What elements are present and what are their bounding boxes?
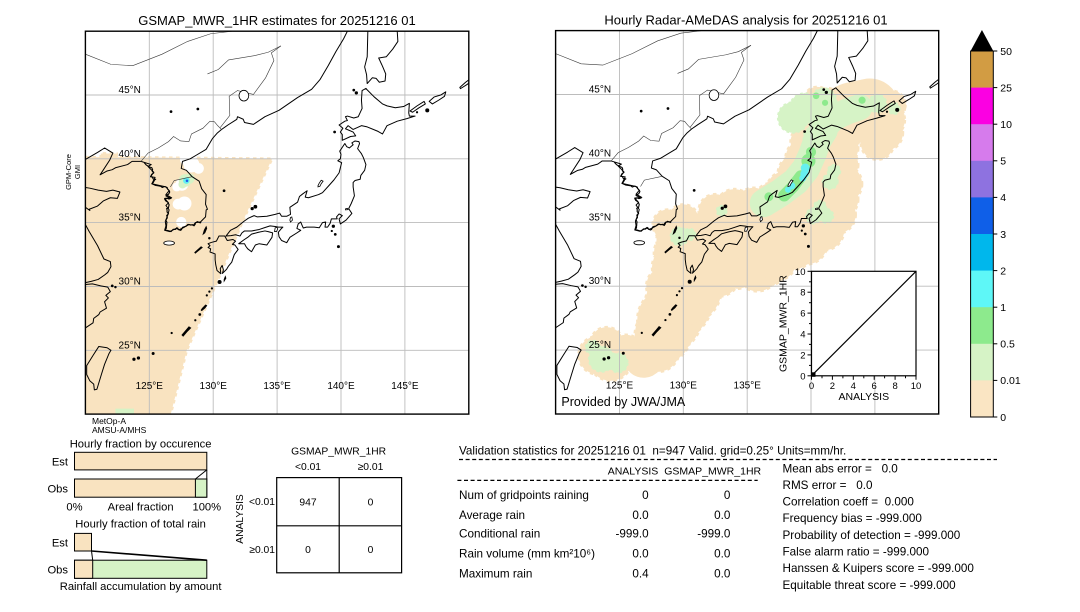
- svg-text:Maximum rain: Maximum rain: [459, 567, 532, 580]
- svg-text:GSMAP_MWR_1HR: GSMAP_MWR_1HR: [778, 275, 790, 372]
- svg-text:135°E: 135°E: [263, 381, 291, 392]
- svg-text:ANALYSIS: ANALYSIS: [839, 391, 890, 403]
- svg-text:-999.0: -999.0: [615, 528, 649, 541]
- svg-text:25: 25: [1000, 82, 1012, 94]
- svg-text:GSMAP_MWR_1HR: GSMAP_MWR_1HR: [291, 447, 386, 458]
- svg-text:1: 1: [1000, 302, 1006, 314]
- svg-text:Est: Est: [52, 457, 69, 469]
- svg-text:Average rain: Average rain: [459, 509, 525, 522]
- svg-text:0.01: 0.01: [1000, 375, 1021, 387]
- svg-text:130°E: 130°E: [200, 381, 228, 392]
- svg-text:Est: Est: [52, 538, 69, 550]
- svg-text:AMSU-A/MHS: AMSU-A/MHS: [92, 425, 147, 435]
- svg-text:4: 4: [800, 330, 805, 341]
- svg-text:0.0: 0.0: [714, 567, 731, 580]
- svg-text:False alarm ratio = -999.000: False alarm ratio = -999.000: [783, 546, 930, 559]
- svg-text:<0.01: <0.01: [249, 497, 275, 508]
- svg-text:Obs: Obs: [47, 483, 68, 495]
- svg-text:145°E: 145°E: [391, 381, 419, 392]
- svg-text:Hourly fraction of total rain: Hourly fraction of total rain: [75, 519, 206, 531]
- svg-text:40°N: 40°N: [119, 149, 141, 160]
- svg-text:8: 8: [892, 381, 897, 392]
- svg-text:ANALYSIS: ANALYSIS: [608, 466, 659, 478]
- svg-text:Frequency bias = -999.000: Frequency bias = -999.000: [783, 512, 923, 525]
- svg-text:Hanssen & Kuipers score = -999: Hanssen & Kuipers score = -999.000: [783, 562, 975, 575]
- svg-text:Rain volume (mm km²10⁶): Rain volume (mm km²10⁶): [459, 547, 595, 560]
- svg-text:4: 4: [851, 381, 856, 392]
- svg-text:40°N: 40°N: [589, 148, 611, 159]
- svg-text:0: 0: [800, 371, 805, 382]
- svg-text:2: 2: [800, 350, 805, 361]
- svg-text:947: 947: [299, 498, 316, 509]
- svg-text:Equitable threat score = -999.: Equitable threat score = -999.000: [783, 579, 957, 592]
- svg-text:Hourly fraction by occurence: Hourly fraction by occurence: [70, 439, 212, 451]
- svg-text:125°E: 125°E: [136, 381, 164, 392]
- svg-text:Probability of detection = -99: Probability of detection = -999.000: [783, 529, 961, 542]
- svg-text:0%: 0%: [66, 502, 82, 514]
- svg-text:Rainfall accumulation by amoun: Rainfall accumulation by amount: [60, 581, 223, 593]
- svg-text:10: 10: [911, 381, 922, 392]
- svg-text:GSMAP_MWR_1HR estimates for 20: GSMAP_MWR_1HR estimates for 20251216 01: [138, 13, 415, 28]
- svg-text:0.4: 0.4: [632, 567, 649, 580]
- svg-text:35°N: 35°N: [589, 212, 611, 223]
- svg-text:0: 0: [642, 489, 649, 502]
- svg-text:6: 6: [800, 309, 805, 320]
- svg-text:0: 0: [1000, 412, 1006, 424]
- svg-text:0.0: 0.0: [714, 509, 731, 522]
- svg-text:Obs: Obs: [47, 565, 68, 577]
- svg-text:<0.01: <0.01: [295, 462, 321, 473]
- svg-text:RMS error = 0.0: RMS error = 0.0: [783, 479, 873, 492]
- svg-text:10: 10: [1000, 119, 1012, 131]
- svg-text:10: 10: [795, 267, 806, 278]
- svg-text:140°E: 140°E: [327, 381, 355, 392]
- svg-text:25°N: 25°N: [119, 340, 141, 351]
- svg-text:Mean abs error = 0.0: Mean abs error = 0.0: [783, 462, 899, 475]
- svg-text:GSMAP_MWR_1HR: GSMAP_MWR_1HR: [664, 466, 761, 478]
- svg-text:Areal fraction: Areal fraction: [108, 502, 174, 514]
- svg-text:ANALYSIS: ANALYSIS: [235, 494, 246, 544]
- svg-text:MetOp-A: MetOp-A: [92, 416, 126, 426]
- svg-text:45°N: 45°N: [589, 85, 611, 96]
- svg-text:4: 4: [1000, 192, 1006, 204]
- svg-text:0: 0: [368, 498, 374, 509]
- svg-text:Num of gridpoints raining: Num of gridpoints raining: [459, 489, 589, 502]
- svg-text:50: 50: [1000, 46, 1012, 58]
- svg-text:≥0.01: ≥0.01: [358, 462, 384, 473]
- svg-text:-999.0: -999.0: [697, 528, 731, 541]
- svg-text:100%: 100%: [192, 502, 221, 514]
- svg-text:5: 5: [1000, 156, 1006, 168]
- svg-text:30°N: 30°N: [589, 276, 611, 287]
- svg-text:GPM-Core: GPM-Core: [64, 154, 73, 190]
- svg-text:2: 2: [830, 381, 835, 392]
- svg-text:Validation statistics for 2025: Validation statistics for 20251216 01 n=…: [459, 445, 846, 458]
- svg-text:30°N: 30°N: [119, 277, 141, 288]
- svg-text:130°E: 130°E: [670, 381, 698, 392]
- svg-text:6: 6: [872, 381, 877, 392]
- svg-text:45°N: 45°N: [119, 85, 141, 96]
- svg-text:Correlation coeff = 0.000: Correlation coeff = 0.000: [783, 496, 915, 509]
- svg-text:0.5: 0.5: [1000, 339, 1015, 351]
- svg-text:GMI: GMI: [73, 165, 82, 179]
- svg-text:0: 0: [724, 489, 731, 502]
- svg-text:Hourly Radar-AMeDAS analysis f: Hourly Radar-AMeDAS analysis for 2025121…: [604, 13, 887, 28]
- svg-text:≥0.01: ≥0.01: [249, 545, 275, 556]
- svg-text:125°E: 125°E: [606, 381, 634, 392]
- svg-text:0.0: 0.0: [714, 547, 731, 560]
- svg-text:Provided by JWA/JMA: Provided by JWA/JMA: [561, 395, 686, 409]
- svg-text:0: 0: [809, 381, 814, 392]
- svg-text:0: 0: [368, 545, 374, 556]
- svg-text:2: 2: [1000, 265, 1006, 277]
- svg-text:135°E: 135°E: [734, 381, 762, 392]
- svg-text:Conditional rain: Conditional rain: [459, 528, 540, 541]
- svg-text:0: 0: [305, 545, 311, 556]
- svg-text:0.0: 0.0: [632, 547, 649, 560]
- svg-text:25°N: 25°N: [589, 340, 611, 351]
- svg-text:0.0: 0.0: [632, 509, 649, 522]
- svg-text:3: 3: [1000, 229, 1006, 241]
- svg-text:35°N: 35°N: [119, 213, 141, 224]
- svg-text:8: 8: [800, 288, 805, 299]
